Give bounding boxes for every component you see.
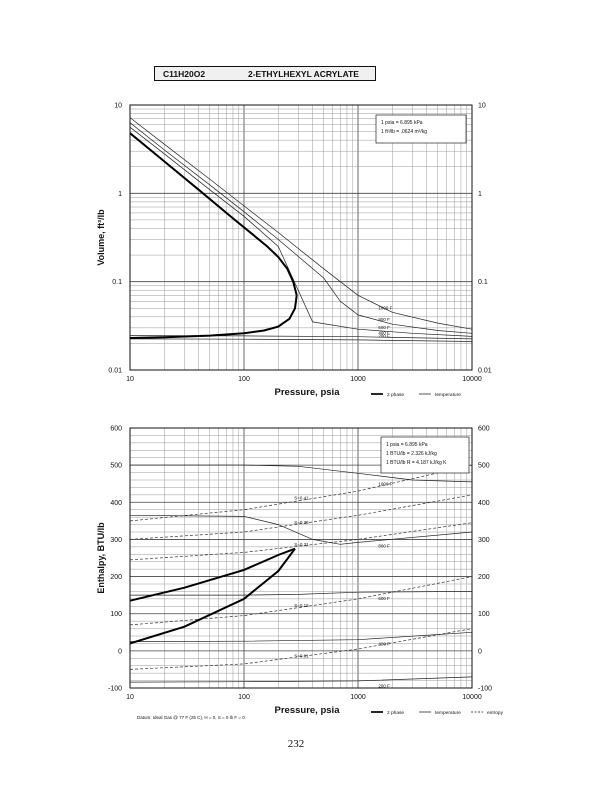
chart2-entropy-line [129, 522, 473, 561]
chart1-notes-box [375, 114, 467, 144]
chart2-y-tick-label-left: 600 [110, 426, 122, 433]
chart2-y-axis-label: Enthalpy, BTU/lb [96, 522, 106, 594]
chart1-isotherm-label: 200 F [378, 333, 390, 338]
chemical-formula: C11H20O2 [163, 69, 206, 79]
chart1-isotherm-line [129, 338, 473, 342]
chart2-y-tick-label-right: 0 [478, 648, 482, 655]
chart1-isotherm-label: 1000 F [378, 305, 392, 310]
chart2-y-tick-label-right: 100 [478, 611, 490, 618]
chart1-y-axis-label: Volume, ft³/lb [96, 209, 106, 266]
chart2-x-tick-label: 10 [126, 694, 134, 701]
chart1-x-tick-label: 10000 [462, 376, 482, 383]
chart2-dome-liquid [129, 548, 296, 645]
chart2-y-tick-label-right: 400 [478, 500, 490, 507]
chart2-entropy-line [129, 628, 473, 670]
title-box: C11H20O2 2-ETHYLHEXYL ACRYLATE [154, 66, 376, 81]
chart1-x-tick-label: 10 [126, 376, 134, 383]
chart2-y-tick-label-left: 0 [118, 648, 122, 655]
chemical-name: 2-ETHYLHEXYL ACRYLATE [248, 69, 359, 79]
chart2-isotherm-label: 800 F [378, 543, 390, 548]
chart2-y-tick-label-right: 300 [478, 537, 490, 544]
chart1-y-tick-label-right: 1 [478, 191, 482, 198]
chart2-isotherm-line [130, 591, 473, 596]
chart1-y-tick-label-right: 0.1 [478, 279, 488, 286]
chart1-isotherm-label: 400 F [378, 330, 390, 335]
chart1-isotherm-label: 800 F [378, 317, 390, 322]
chart2-entropy-line [129, 464, 473, 522]
chart1-y-tick-label-left: 0.01 [108, 368, 122, 375]
chart1-isotherm-line [129, 117, 473, 330]
chart2-isotherm-line [129, 676, 473, 683]
chart2-x-tick-label: 10000 [462, 694, 482, 701]
chart2-dome-vapor [129, 547, 296, 602]
chart2-isotherm-line [130, 464, 473, 483]
chart1-note-text: 1 psia = 6.895 kPa [381, 120, 423, 126]
chart2-isotherm-line [129, 514, 473, 545]
chart2-note-text: 1 BTU/lb R = 4.187 kJ/kg K [386, 460, 447, 466]
chart2-legend-label: 2 phase [387, 710, 404, 716]
chart2-x-tick-label: 1000 [350, 694, 366, 701]
chart1-y-tick-label-left: 0.1 [112, 279, 122, 286]
chart2-note-text: 1 BTU/lb = 2.326 kJ/kg [386, 451, 437, 457]
chart2-x-axis-label: Pressure, psia [275, 705, 341, 716]
chart1-note-text: 1 ft³/lb = .0624 m³/kg [381, 129, 427, 135]
chart2-entropy-label: S=0.41 [294, 495, 309, 500]
chart1-dome-vapor [129, 132, 298, 296]
chart2-y-tick-label-right: -100 [478, 686, 492, 693]
chart2-y-tick-label-right: 500 [478, 463, 490, 470]
chart2-isotherm-line [129, 631, 473, 642]
chart2-note-text: 1 psia = 6.895 kPa [386, 442, 428, 448]
chart1-y-tick-label-right: 10 [478, 103, 486, 110]
chart2-entropy-line [129, 576, 473, 626]
chart2-y-tick-label-left: 400 [110, 500, 122, 507]
chart1-x-axis-label: Pressure, psia [275, 387, 341, 398]
chart1-y-tick-label-left: 10 [114, 103, 122, 110]
chart2-entropy-label: S=0.16 [294, 603, 309, 608]
chart2-y-tick-label-left: -100 [108, 686, 122, 693]
chart2-entropy-line [129, 494, 473, 540]
chart2-entropy-label: S=0.31 [294, 542, 309, 547]
chart1-x-tick-label: 100 [238, 376, 250, 383]
chart1-y-tick-label-right: 0.01 [478, 368, 492, 375]
chart2-legend-label: entropy [487, 710, 504, 716]
chart2-isotherm-label: 400 F [378, 641, 390, 646]
chart2-y-tick-label-left: 200 [110, 574, 122, 581]
chart2-y-tick-label-right: 200 [478, 574, 490, 581]
chart2-y-tick-label-left: 300 [110, 537, 122, 544]
chart1-x-tick-label: 1000 [350, 376, 366, 383]
page-number: 232 [287, 738, 305, 750]
chart1-isotherm-line [129, 126, 473, 337]
chart1-frame [129, 104, 473, 371]
chart2-y-tick-label-right: 600 [478, 426, 490, 433]
chart2-entropy-label: S=0.36 [294, 520, 309, 525]
chart1-isotherm-label: 600 F [378, 325, 390, 330]
chart2-isotherm-label: 600 F [378, 596, 390, 601]
chart2-isotherm-label: 1000 F [378, 482, 392, 487]
chart2-y-tick-label-left: 500 [110, 463, 122, 470]
chart1-legend-label: 2 phase [387, 392, 404, 398]
chart2-isotherm-label: 200 F [378, 684, 390, 689]
chart2-notes-box [380, 436, 470, 474]
chart2-y-tick-label-left: 100 [110, 611, 122, 618]
chart2-entropy-label: S=0.01 [294, 653, 309, 658]
chart2-legend-label: temperature [435, 710, 461, 716]
chart1-legend-label: temperature [435, 392, 461, 398]
chart1-y-tick-label-left: 1 [118, 191, 122, 198]
chart1-dome-liquid [129, 295, 298, 339]
chart2-x-tick-label: 100 [238, 694, 250, 701]
chart1-isotherm-line [129, 122, 473, 334]
chart2-datum-note: Datum: Ideal Gas @ 77 F (25 C), H = 0, S… [137, 715, 245, 720]
chart2-frame [129, 427, 473, 689]
